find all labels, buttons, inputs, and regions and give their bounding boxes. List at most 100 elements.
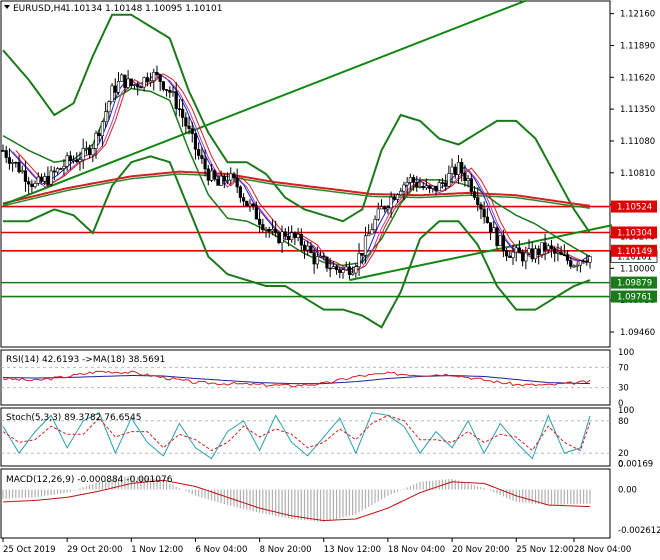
candle-body	[476, 197, 480, 205]
rsi-tick-label: 30	[618, 384, 629, 394]
candle-body	[402, 184, 406, 192]
price-tick-label: 1.11620	[620, 73, 655, 83]
macd-tick-label: 0.00	[618, 486, 637, 496]
candle-body	[367, 233, 371, 237]
symbol-dropdown-icon[interactable]	[4, 5, 10, 9]
candle-body	[418, 186, 422, 188]
price-tick-label: 1.10000	[620, 264, 655, 274]
candle-body	[7, 157, 12, 164]
candle-body	[360, 253, 364, 256]
moving-average-long	[2, 170, 591, 207]
candle-body	[30, 183, 34, 187]
candle-body	[200, 155, 204, 159]
candle-body	[578, 260, 582, 266]
candle-body	[193, 133, 198, 150]
candle-body	[49, 170, 53, 185]
candle-body	[65, 155, 69, 167]
candle-body	[187, 125, 191, 129]
candle-body	[334, 266, 339, 270]
candle-body	[389, 196, 393, 209]
level-tag-0	[611, 200, 657, 213]
bollinger-middle-band	[2, 87, 591, 267]
candle-body	[97, 132, 101, 137]
rsi-ma-line	[2, 374, 591, 385]
candle-body	[181, 108, 185, 118]
candle-body	[347, 266, 352, 275]
candle-body	[379, 206, 384, 210]
candle-body	[569, 260, 573, 267]
macd-panel[interactable]: MACD(12,26,9) -0.000884 -0.001076	[0, 468, 611, 539]
candle-body	[261, 224, 265, 231]
candle-body	[158, 74, 162, 82]
candle-body	[71, 159, 76, 162]
candle-body	[562, 254, 566, 256]
trendline-support	[349, 224, 613, 282]
candle-body	[296, 233, 300, 238]
stoch-tick-label: 20	[618, 449, 629, 459]
price-tick-label: 1.12160	[620, 10, 655, 20]
symbol-label: EURUSD,H4	[13, 4, 66, 14]
candle-body	[328, 267, 332, 270]
candle-body	[280, 231, 284, 244]
candle-body	[264, 228, 268, 231]
candle-body	[219, 175, 223, 186]
candle-body	[508, 255, 512, 258]
moving-average-long-2	[2, 173, 591, 209]
candle-body	[232, 173, 236, 179]
level-tag-label-2: 1.10149	[617, 247, 652, 257]
candle-body	[585, 260, 589, 263]
candle-body	[354, 266, 358, 274]
candle-body	[527, 248, 531, 254]
level-tag-1	[611, 226, 657, 239]
candle-body	[498, 235, 502, 246]
candle-body	[229, 173, 233, 181]
level-tag-2	[611, 244, 657, 257]
candle-body	[148, 80, 153, 83]
price-panel-frame	[0, 0, 611, 348]
candle-body	[136, 84, 140, 88]
candle-body	[322, 255, 326, 258]
candle-body	[488, 222, 493, 233]
candle-body	[392, 196, 396, 200]
candle-body	[104, 111, 108, 123]
rsi-series	[1, 366, 610, 389]
current-price-label: 1.10101	[617, 252, 652, 262]
candle-body	[434, 185, 438, 192]
candle-body	[36, 176, 40, 184]
price-tick-label: 1.11350	[620, 105, 655, 115]
rsi-panel[interactable]: RSI(14) 42.6193 ->MA(18) 38.5691	[0, 349, 611, 406]
price-panel[interactable]: EURUSD,H4 1.10134 1.10148 1.10095 1.1010…	[0, 0, 613, 348]
candle-body	[277, 232, 281, 244]
candle-body	[216, 179, 220, 186]
candle-body	[482, 208, 486, 218]
candle-body	[116, 81, 121, 93]
stoch-panel[interactable]: Stoch(5,3,3) 89.3782 76.6545	[0, 407, 611, 467]
candle-body	[14, 161, 18, 164]
macd-panel-frame	[0, 468, 611, 539]
level-tag-label-3: 1.09879	[617, 279, 652, 289]
price-tick-label: 1.10810	[620, 169, 655, 179]
stoch-panel-frame	[0, 407, 611, 467]
macd-signal-line	[2, 479, 591, 522]
candle-body	[91, 148, 95, 156]
candle-body	[11, 161, 15, 164]
rsi-panel-frame	[0, 349, 611, 406]
time-tick-label: 13 Nov 12:00	[324, 545, 381, 555]
time-tick-label: 25 Oct 2019	[3, 545, 56, 555]
candle-body	[81, 148, 85, 161]
candle-body	[546, 245, 550, 251]
candle-body	[293, 232, 297, 238]
candle-body	[20, 170, 24, 173]
chart-header: EURUSD,H4 1.10134 1.10148 1.10095 1.1010…	[4, 4, 222, 14]
candle-body	[132, 84, 137, 86]
candle-body	[55, 168, 60, 173]
candle-body	[540, 242, 544, 255]
candle-body	[161, 81, 165, 90]
candle-body	[431, 185, 435, 189]
candle-body	[472, 191, 477, 198]
rsi-label: RSI(14) 42.6193 ->MA(18) 38.5691	[6, 355, 165, 365]
candle-body	[33, 183, 37, 187]
candle-body	[225, 179, 230, 182]
candle-body	[338, 269, 342, 273]
